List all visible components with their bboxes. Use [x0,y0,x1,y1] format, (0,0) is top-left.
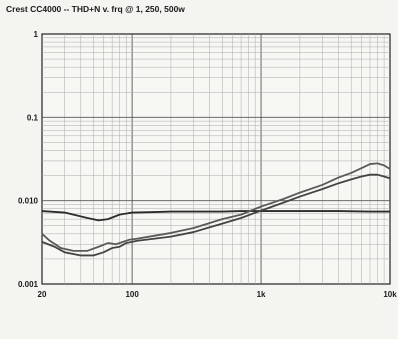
x-tick-label: 1k [257,290,266,299]
grid [42,34,390,284]
y-tick-label: 0.010 [18,197,39,206]
series-line-2 [41,162,391,252]
chart-title: Crest CC4000 -- THD+N v. frq @ 1, 250, 5… [6,4,185,14]
series-line-3 [41,173,391,257]
series-layer [41,162,391,257]
plot-area [41,33,391,285]
tick-labels: 20 100 1k 10k 1 0.1 0.010 0.001 [18,30,397,299]
x-tick-label: 10k [383,290,397,299]
y-tick-label: 1 [34,30,39,39]
x-tick-label: 100 [125,290,139,299]
x-tick-label: 20 [38,290,47,299]
y-tick-label: 0.1 [27,113,39,122]
y-tick-label: 0.001 [18,280,39,289]
series-line-1 [41,210,390,222]
